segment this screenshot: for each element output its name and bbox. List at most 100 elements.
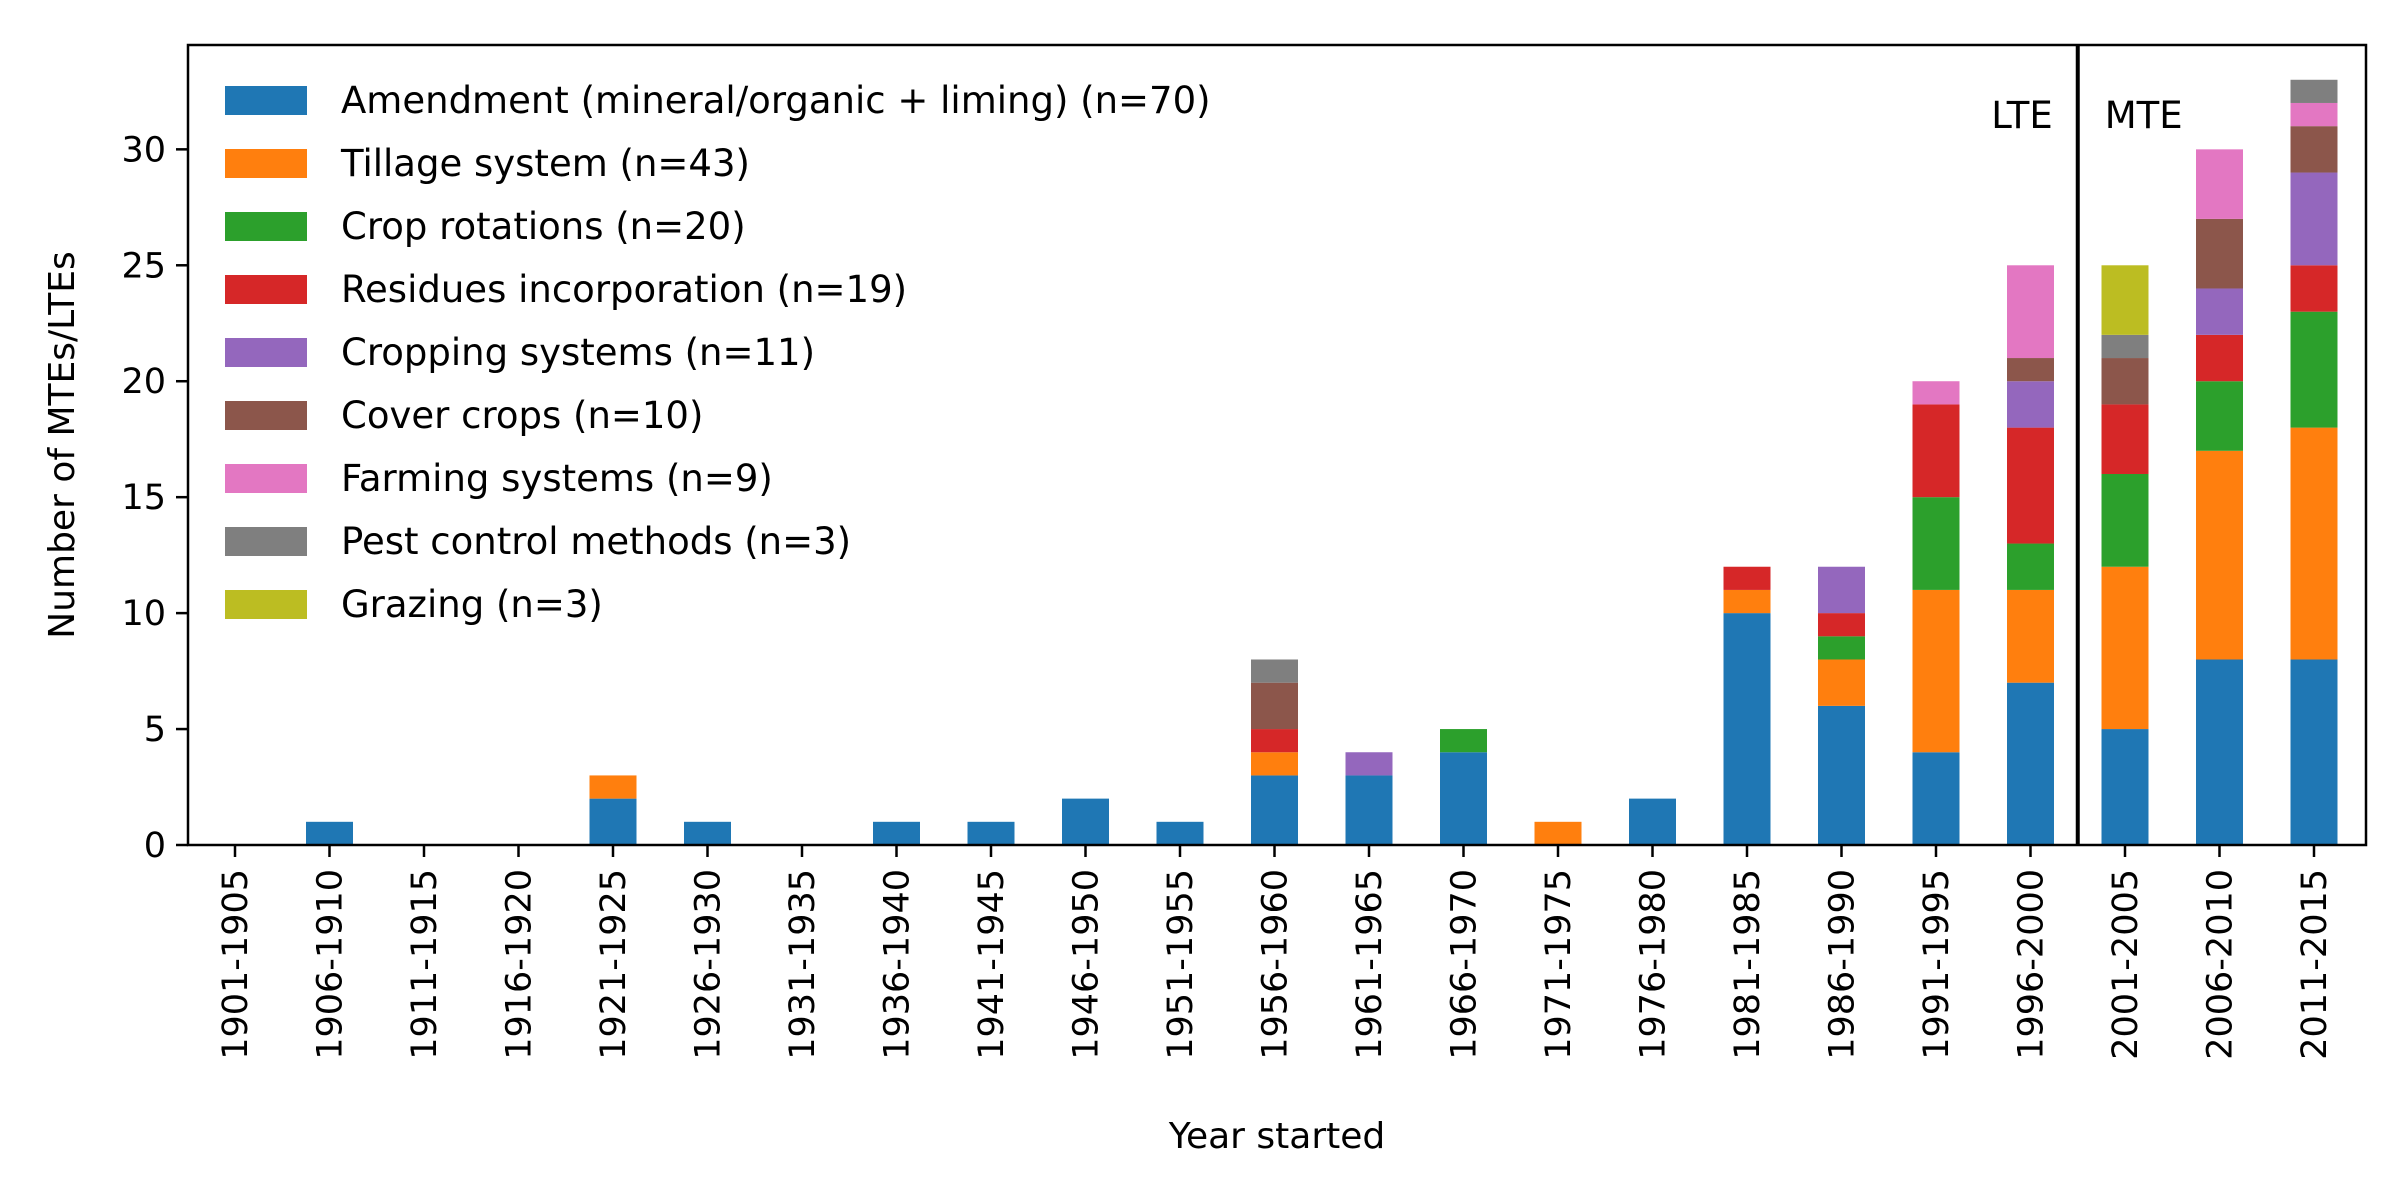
- bar-segment: [2101, 566, 2149, 730]
- plot-frame: [186, 43, 2368, 847]
- x-tick-label: 1946-1950: [1067, 869, 1107, 1060]
- ticks-layer: 0 5 10 15 20 25 30 1901-1905 1906-1910 1911-1915 1…: [121, 130, 2335, 1059]
- y-tick-label: 15: [121, 478, 166, 518]
- legend-label: Grazing (n=3): [341, 583, 603, 626]
- bar-segment: [1251, 659, 1298, 683]
- x-tick-label: 1921-1925: [594, 869, 634, 1060]
- x-tick-label: 1981-1985: [1728, 869, 1768, 1060]
- bar-segment: [2101, 265, 2149, 335]
- x-tick-label: 1936-1940: [878, 869, 918, 1060]
- x-tick-label: 2006-2010: [2201, 869, 2241, 1060]
- bar-segment: [2007, 381, 2054, 428]
- legend-swatch: [225, 401, 307, 430]
- legend-swatch: [225, 275, 307, 304]
- x-tick-label: 1931-1935: [783, 869, 823, 1060]
- bar-segment: [2101, 404, 2149, 474]
- legend-swatch: [225, 212, 307, 241]
- bar-segment: [2290, 126, 2338, 173]
- y-tick-label: 0: [144, 826, 166, 866]
- bar-segment: [1345, 752, 1393, 776]
- bar-segment: [1062, 798, 1109, 845]
- legend-label: Tillage system (n=43): [340, 142, 750, 185]
- bar-segment: [2290, 265, 2338, 312]
- bar-segment: [1912, 497, 1960, 590]
- legend-swatch: [225, 590, 307, 619]
- bar-segment: [2196, 149, 2243, 219]
- bar-segment: [1440, 752, 1487, 845]
- bar-segment: [2101, 358, 2149, 405]
- bar-segment: [873, 821, 920, 845]
- bar-segment: [2196, 381, 2243, 451]
- bar-segment: [2007, 543, 2054, 590]
- x-tick-label: 2001-2005: [2106, 869, 2146, 1060]
- y-tick-label: 25: [121, 246, 166, 286]
- legend-label: Cropping systems (n=11): [341, 331, 815, 374]
- x-tick-label: 1906-1910: [311, 869, 351, 1060]
- bar-segment: [1912, 752, 1960, 845]
- y-tick-label: 5: [144, 710, 166, 750]
- bar-segment: [1251, 752, 1298, 776]
- bar-segment: [1723, 613, 1771, 845]
- y-tick-label: 30: [121, 130, 166, 170]
- bar-segment: [1818, 566, 1865, 614]
- x-tick-label: 1916-1920: [500, 869, 540, 1060]
- bar-segment: [1251, 682, 1298, 730]
- legend-swatch: [225, 149, 307, 178]
- bar-segment: [1629, 798, 1676, 845]
- bar-segment: [1251, 775, 1298, 845]
- bar-segment: [1251, 729, 1298, 753]
- legend-swatch: [225, 464, 307, 493]
- bar-segment: [2196, 659, 2243, 845]
- legend-label: Cover crops (n=10): [341, 394, 703, 437]
- bar-segment: [2290, 172, 2338, 266]
- bar-segment: [2007, 265, 2054, 359]
- legend: Amendment (mineral/organic + liming) (n=…: [225, 79, 1211, 626]
- legend-label: Residues incorporation (n=19): [341, 268, 907, 311]
- lte-label: LTE: [1991, 94, 2053, 137]
- legend-swatch: [225, 338, 307, 367]
- bar-segment: [1723, 566, 1771, 590]
- legend-label: Farming systems (n=9): [341, 457, 773, 500]
- bar-segment: [589, 798, 637, 845]
- legend-label: Amendment (mineral/organic + liming) (n=…: [341, 79, 1211, 122]
- bar-segment: [1912, 589, 1960, 753]
- bar-segment: [589, 775, 637, 799]
- x-tick-label: 1941-1945: [972, 869, 1012, 1060]
- x-tick-label: 1926-1930: [689, 869, 729, 1060]
- bar-segment: [2290, 427, 2338, 660]
- x-tick-label: 1996-2000: [2012, 869, 2052, 1060]
- bar-segment: [1818, 636, 1865, 660]
- bar-segment: [1440, 729, 1487, 753]
- x-tick-label: 1971-1975: [1539, 869, 1579, 1060]
- bar-segment: [1818, 705, 1865, 845]
- legend-label: Crop rotations (n=20): [341, 205, 746, 248]
- x-tick-label: 1951-1955: [1161, 869, 1201, 1060]
- bar-segment: [1723, 589, 1771, 614]
- bar-segment: [2007, 427, 2054, 544]
- y-tick-label: 10: [121, 594, 166, 634]
- bar-segment: [2101, 729, 2149, 845]
- bar-segment: [1912, 404, 1960, 498]
- bar-segment: [2290, 659, 2338, 845]
- legend-swatch: [225, 527, 307, 556]
- bar-segment: [2196, 288, 2243, 335]
- bar-segment: [684, 821, 731, 845]
- bar-segment: [2101, 334, 2149, 359]
- legend-swatch: [225, 86, 307, 115]
- x-tick-label: 1966-1970: [1445, 869, 1485, 1060]
- x-tick-label: 1901-1905: [216, 869, 256, 1060]
- x-tick-label: 1911-1915: [405, 869, 445, 1060]
- x-tick-label: 1961-1965: [1350, 869, 1390, 1060]
- bar-segment: [2290, 311, 2338, 428]
- x-tick-label: 1956-1960: [1256, 869, 1296, 1060]
- bar-segment: [2101, 473, 2149, 567]
- bar-segment: [967, 821, 1015, 845]
- x-tick-label: 1976-1980: [1634, 869, 1674, 1060]
- bars-layer: [306, 79, 2338, 845]
- bar-segment: [2290, 79, 2338, 103]
- bar-segment: [1818, 659, 1865, 706]
- y-axis-title: Number of MTEs/LTEs: [42, 251, 83, 638]
- x-axis-title: Year started: [1168, 1116, 1386, 1157]
